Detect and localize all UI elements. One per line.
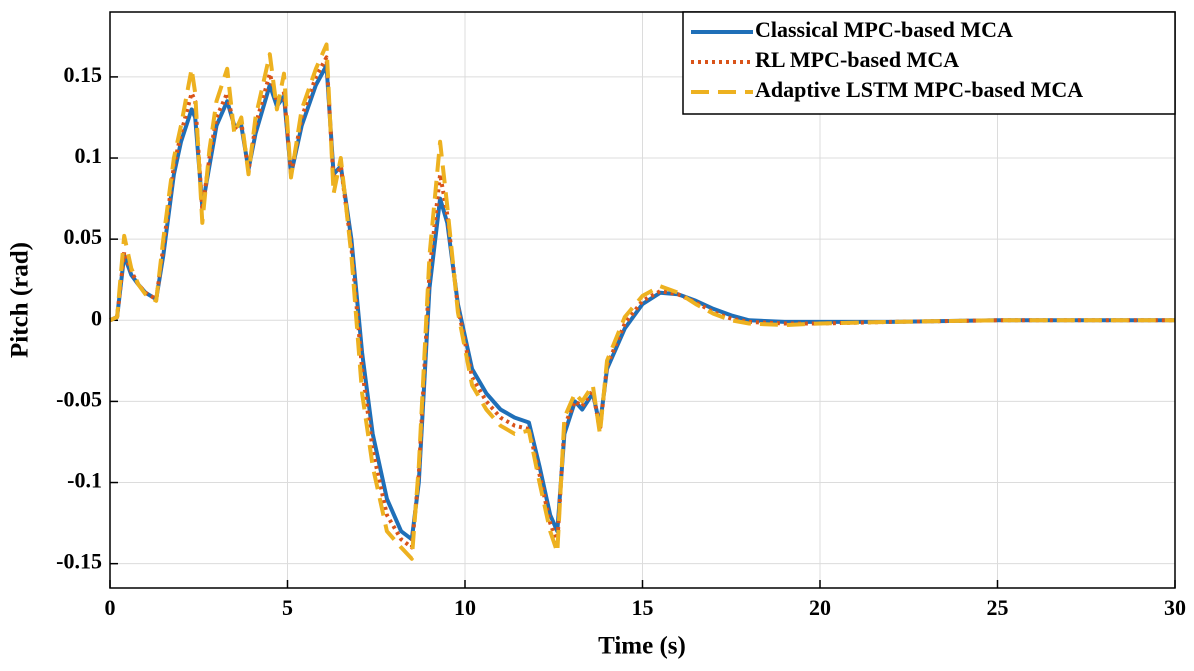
x-tick-label: 15 — [632, 595, 654, 620]
x-tick-label: 20 — [809, 595, 831, 620]
x-tick-label: 10 — [454, 595, 476, 620]
legend-label: RL MPC-based MCA — [755, 47, 959, 72]
x-tick-label: 30 — [1164, 595, 1186, 620]
legend-label: Classical MPC-based MCA — [755, 17, 1013, 42]
y-tick-label: -0.05 — [56, 386, 102, 411]
y-tick-label: 0.15 — [64, 62, 103, 87]
y-axis-label: Pitch (rad) — [7, 242, 34, 358]
y-tick-label: -0.1 — [67, 468, 102, 493]
legend-label: Adaptive LSTM MPC-based MCA — [755, 77, 1083, 102]
series-line — [109, 42, 1175, 561]
legend-box — [682, 11, 1176, 115]
x-tick-label: 25 — [987, 595, 1009, 620]
y-tick-label: 0 — [91, 305, 102, 330]
x-tick-label: 5 — [282, 595, 293, 620]
y-tick-label: -0.15 — [56, 549, 102, 574]
legend: Classical MPC-based MCA RL MPC-based MCA A… — [682, 11, 1176, 115]
y-tick-label: 0.1 — [75, 143, 103, 168]
x-axis-label: Time (s) — [598, 633, 686, 660]
plot-frame — [109, 11, 1176, 589]
y-tick-label: 0.05 — [64, 224, 103, 249]
x-tick-label: 0 — [105, 595, 116, 620]
